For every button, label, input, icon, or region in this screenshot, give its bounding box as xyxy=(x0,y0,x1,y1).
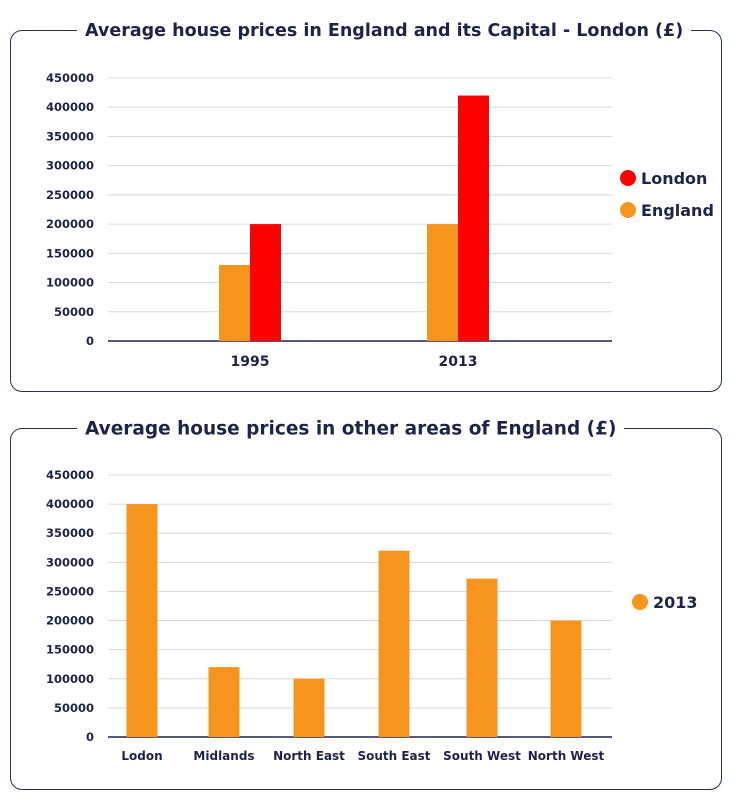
bar-england-1995 xyxy=(219,265,250,341)
y-tick-label: 350000 xyxy=(46,526,94,540)
bar-2013-lodon xyxy=(126,504,158,737)
x-tick-label: 1995 xyxy=(231,354,270,370)
y-tick-label: 100000 xyxy=(46,276,94,290)
bar-london-1995 xyxy=(250,224,281,341)
y-tick-label: 200000 xyxy=(46,217,94,231)
x-tick-label: North East xyxy=(273,749,345,763)
y-tick-label: 250000 xyxy=(46,584,94,598)
y-tick-label: 0 xyxy=(86,334,94,348)
y-tick-label: 0 xyxy=(86,730,94,744)
y-tick-label: 300000 xyxy=(46,555,94,569)
legend-marker-london xyxy=(620,170,636,186)
y-tick-label: 400000 xyxy=(46,100,94,114)
y-tick-label: 150000 xyxy=(46,643,94,657)
chart-panel-london-england: Average house prices in England and its … xyxy=(10,21,722,392)
x-tick-label: South East xyxy=(357,749,430,763)
y-tick-label: 50000 xyxy=(54,701,94,715)
bar-2013-south-east xyxy=(378,550,410,737)
y-tick-label: 50000 xyxy=(54,305,94,319)
legend-marker-england xyxy=(620,202,636,218)
x-tick-label: Lodon xyxy=(121,749,162,763)
bar-2013-north-west xyxy=(550,620,582,737)
y-tick-label: 100000 xyxy=(46,672,94,686)
x-tick-label: North West xyxy=(528,749,605,763)
y-tick-label: 200000 xyxy=(46,614,94,628)
y-tick-label: 450000 xyxy=(46,71,94,85)
legend-label-london: London xyxy=(641,169,707,188)
bar-2013-south-west xyxy=(466,578,498,737)
legend-marker-2013 xyxy=(632,594,648,610)
legend-label-england: England xyxy=(641,201,714,220)
y-tick-label: 350000 xyxy=(46,129,94,143)
bar-london-2013 xyxy=(458,95,489,342)
y-tick-label: 300000 xyxy=(46,159,94,173)
x-tick-label: 2013 xyxy=(439,354,478,370)
y-tick-label: 250000 xyxy=(46,188,94,202)
bar-2013-north-east xyxy=(293,678,325,737)
x-tick-label: South West xyxy=(443,749,521,763)
y-tick-label: 400000 xyxy=(46,497,94,511)
legend-label-2013: 2013 xyxy=(653,593,698,612)
chart-title: Average house prices in other areas of E… xyxy=(77,418,625,440)
bar-2013-midlands xyxy=(208,667,240,737)
bar-england-2013 xyxy=(427,224,458,341)
chart-title: Average house prices in England and its … xyxy=(77,21,692,41)
y-tick-label: 150000 xyxy=(46,246,94,260)
y-tick-label: 450000 xyxy=(46,468,94,482)
x-tick-label: Midlands xyxy=(193,749,254,763)
